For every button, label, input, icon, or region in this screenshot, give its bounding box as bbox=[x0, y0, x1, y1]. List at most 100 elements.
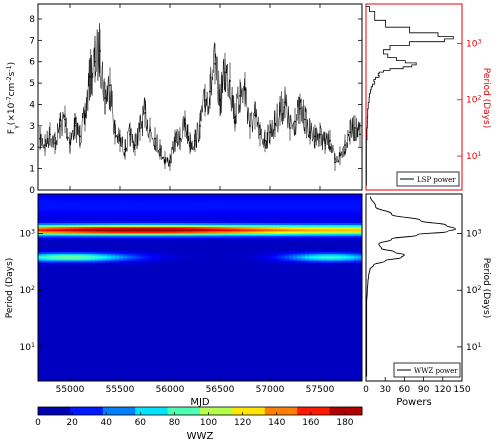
heatmap-cell bbox=[212, 243, 217, 247]
heatmap-cell bbox=[74, 277, 80, 280]
heatmap-cell bbox=[349, 289, 355, 293]
heatmap-cell bbox=[70, 291, 76, 295]
heatmap-cell bbox=[70, 196, 76, 199]
heatmap-cell bbox=[78, 287, 84, 291]
heatmap-cell bbox=[46, 279, 51, 282]
heatmap-cell bbox=[305, 208, 310, 212]
heatmap-cell bbox=[309, 212, 314, 216]
heatmap-cell bbox=[212, 254, 217, 257]
heatmap-cell bbox=[325, 283, 331, 287]
heatmap-cell bbox=[171, 293, 177, 297]
heatmap-cell bbox=[281, 297, 286, 301]
heatmap-cell bbox=[187, 304, 193, 307]
heatmap-cell bbox=[341, 223, 347, 226]
heatmap-cell bbox=[289, 214, 294, 218]
heatmap-cell bbox=[86, 258, 92, 262]
heatmap-cell bbox=[195, 264, 201, 268]
heatmap-cell bbox=[42, 227, 47, 230]
heatmap-cell bbox=[313, 223, 319, 226]
heatmap-cell bbox=[139, 233, 144, 237]
heatmap-cell bbox=[353, 272, 359, 276]
heatmap-cell bbox=[329, 287, 335, 291]
heatmap-cell bbox=[345, 233, 351, 237]
heatmap-cell bbox=[248, 275, 254, 278]
heatmap-cell bbox=[212, 268, 217, 272]
heatmap-cell bbox=[341, 204, 347, 208]
heatmap-cell bbox=[232, 235, 238, 239]
heatmap-cell bbox=[94, 237, 100, 241]
heatmap-cell bbox=[208, 212, 213, 216]
heatmap-cell bbox=[216, 204, 221, 208]
heatmap-cell bbox=[38, 266, 43, 270]
heatmap-cell bbox=[301, 299, 306, 303]
heatmap-cell bbox=[167, 212, 173, 216]
heatmap-cell bbox=[301, 216, 306, 220]
heatmap-cell bbox=[195, 231, 201, 235]
heatmap-cell bbox=[281, 221, 286, 224]
heatmap-cell bbox=[244, 277, 250, 280]
heatmap-cell bbox=[86, 293, 92, 297]
heatmap-cell bbox=[74, 206, 80, 210]
heatmap-cell bbox=[220, 216, 225, 220]
heatmap-cell bbox=[135, 256, 140, 260]
heatmap-cell bbox=[208, 297, 213, 301]
heatmap-cell bbox=[135, 270, 140, 274]
heatmap-cell bbox=[135, 312, 140, 316]
heatmap-cell bbox=[86, 312, 92, 316]
heatmap-cell bbox=[78, 314, 84, 318]
heatmap-cell bbox=[46, 270, 51, 274]
heatmap-cell bbox=[268, 239, 274, 243]
heatmap-cell bbox=[66, 214, 71, 218]
heatmap-cell bbox=[224, 268, 229, 272]
heatmap-cell bbox=[94, 260, 100, 264]
heatmap-cell bbox=[119, 252, 124, 255]
heatmap-cell bbox=[82, 194, 88, 197]
heatmap-cell bbox=[297, 287, 302, 291]
heatmap-cell bbox=[224, 218, 229, 222]
heatmap-cell bbox=[127, 198, 132, 201]
heatmap-cell bbox=[70, 293, 76, 297]
heatmap-cell bbox=[317, 279, 323, 282]
heatmap-cell bbox=[86, 227, 92, 230]
heatmap-cell bbox=[256, 216, 262, 220]
heatmap-cell bbox=[293, 239, 298, 243]
heatmap-cell bbox=[272, 275, 278, 278]
heatmap-cell bbox=[163, 202, 169, 205]
heatmap-cell bbox=[90, 293, 96, 297]
heatmap-cell bbox=[159, 275, 165, 278]
heatmap-cell bbox=[159, 287, 165, 291]
heatmap-cell bbox=[232, 260, 238, 264]
heatmap-cell bbox=[333, 316, 339, 320]
heatmap-cell bbox=[191, 196, 197, 199]
heatmap-cell bbox=[341, 210, 347, 214]
heatmap-cell bbox=[224, 212, 229, 216]
heatmap-cell bbox=[187, 225, 193, 228]
heatmap-cell bbox=[321, 254, 327, 257]
heatmap-cell bbox=[159, 302, 165, 305]
heatmap-cell bbox=[264, 200, 270, 203]
heatmap-cell bbox=[94, 196, 100, 199]
heatmap-cell bbox=[325, 229, 331, 232]
heatmap-cell bbox=[58, 256, 63, 260]
heatmap-cell bbox=[228, 283, 233, 287]
heatmap-cell bbox=[216, 258, 221, 262]
heatmap-cell bbox=[309, 194, 314, 197]
heatmap-cell bbox=[191, 256, 197, 260]
heatmap-cell bbox=[163, 198, 169, 201]
heatmap-cell bbox=[167, 314, 173, 318]
heatmap-cell bbox=[357, 314, 362, 318]
heatmap-cell bbox=[183, 297, 189, 301]
heatmap-cell bbox=[110, 281, 116, 284]
heatmap-cell bbox=[50, 250, 55, 253]
heatmap-cell bbox=[256, 198, 262, 201]
heatmap-cell bbox=[232, 214, 238, 218]
heatmap-cell bbox=[147, 235, 152, 239]
heatmap-cell bbox=[86, 268, 92, 272]
heatmap-cell bbox=[220, 231, 225, 235]
heatmap-cell bbox=[248, 266, 254, 270]
heatmap-cell bbox=[70, 268, 76, 272]
heatmap-cell bbox=[301, 268, 306, 272]
heatmap-cell bbox=[167, 218, 173, 222]
heatmap-cell bbox=[159, 297, 165, 301]
heatmap-cell bbox=[244, 306, 250, 309]
